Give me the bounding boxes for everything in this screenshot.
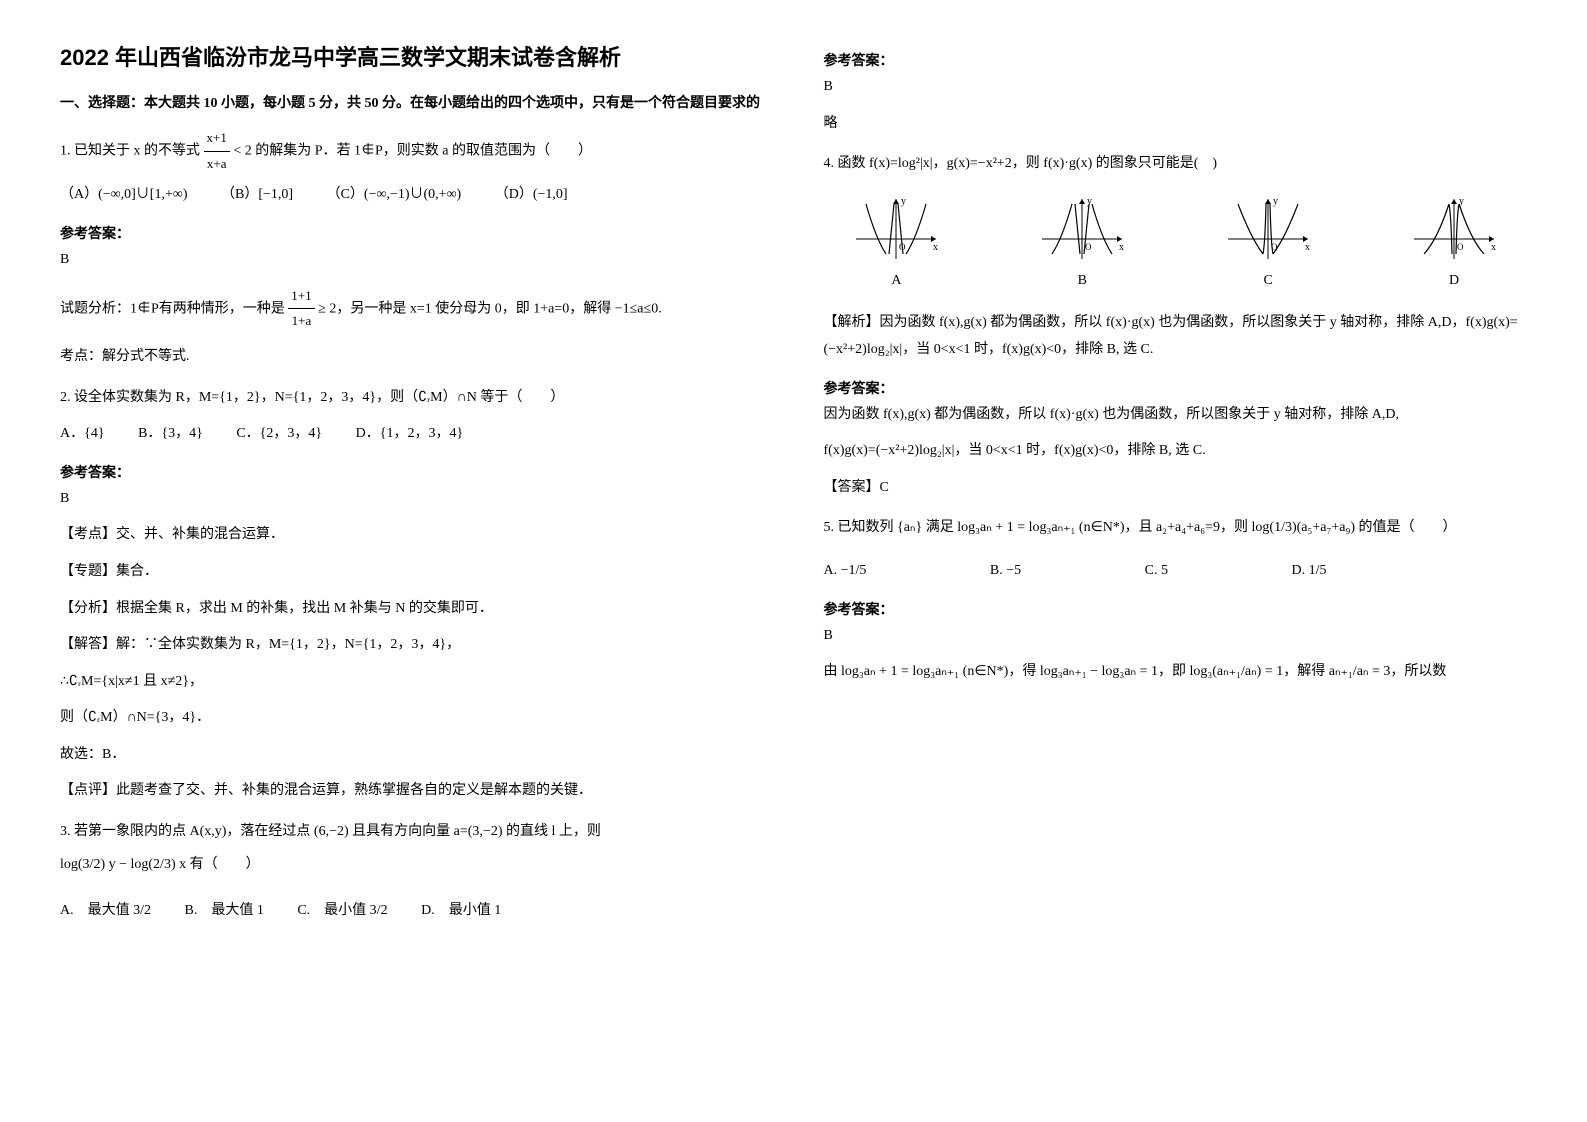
question-2: 2. 设全体实数集为 R，M={1，2}，N={1，2，3，4}，则（∁ᵣM）∩… xyxy=(60,385,764,448)
svg-text:y: y xyxy=(1273,196,1278,207)
q1-analysis: 试题分析：1∉P有两种情形，一种是 1+1 1+a ≥ 2，另一种是 x=1 使… xyxy=(60,284,764,334)
svg-text:x: x xyxy=(1305,242,1310,253)
q5-opt-d: D. 1/5 xyxy=(1291,558,1326,585)
q4-chart-a-label: A xyxy=(851,268,941,295)
q2-l1: 【考点】交、并、补集的混合运算． xyxy=(60,522,764,549)
q2-l4: 【解答】解：∵全体实数集为 R，M={1，2}，N={1，2，3，4}， xyxy=(60,632,764,659)
q3-stem-a: 3. 若第一象限内的点 A(x,y)，落在经过点 (6,−2) 且具有方向向量 … xyxy=(60,819,764,846)
q1-point: 考点：解分式不等式. xyxy=(60,344,764,371)
q5-sol: 由 log₃aₙ + 1 = log₃aₙ₊₁ (n∈N*)，得 log₃aₙ₊… xyxy=(824,659,1528,686)
q2-l2: 【专题】集合． xyxy=(60,559,764,586)
q1-opt-b: （B）[−1,0] xyxy=(221,182,293,209)
q4-answer-label: 参考答案： xyxy=(824,378,1528,398)
q2-answer: B xyxy=(60,486,764,513)
q2-l3: 【分析】根据全集 R，求出 M 的补集，找出 M 补集与 N 的交集即可． xyxy=(60,596,764,623)
q3-answer: B xyxy=(824,74,1528,101)
q4-charts: x y O A x xyxy=(824,194,1528,295)
q4-ans-body1: 因为函数 f(x),g(x) 都为偶函数，所以 f(x)·g(x) 也为偶函数，… xyxy=(824,402,1528,429)
page-title: 2022 年山西省临汾市龙马中学高三数学文期末试卷含解析 xyxy=(60,40,764,72)
svg-text:y: y xyxy=(1087,196,1092,207)
q2-answer-label: 参考答案： xyxy=(60,462,764,482)
question-3: 3. 若第一象限内的点 A(x,y)，落在经过点 (6,−2) 且具有方向向量 … xyxy=(60,819,764,925)
q4-chart-c: x y O C xyxy=(1223,194,1313,295)
q1-analysis-b: ≥ 2，另一种是 x=1 使分母为 0，即 1+a=0，解得 −1≤a≤0. xyxy=(318,301,662,316)
q2-opt-b: B．{3，4} xyxy=(138,421,203,448)
q2-opt-a: A．{4} xyxy=(60,421,105,448)
q4-chart-d-label: D xyxy=(1409,268,1499,295)
q5-opt-a: A. −1/5 xyxy=(824,558,867,585)
q2-l5: ∴∁ᵣM={x|x≠1 且 x≠2}， xyxy=(60,669,764,696)
q1-opt-d: （D）(−1,0] xyxy=(495,182,568,209)
q5-opt-c: C. 5 xyxy=(1145,558,1168,585)
q1-frac-den: x+a xyxy=(204,152,230,177)
q5-stem-b: log(1/3)(a₅+a₇+a₉) 的值是（ ） xyxy=(1252,520,1457,535)
q3-opt-b: B. 最大值 1 xyxy=(185,898,264,925)
q1-an-frac-den: 1+a xyxy=(288,309,314,334)
q4-ans-final: 【答案】C xyxy=(824,475,1528,502)
q4-chart-d: x y O D xyxy=(1409,194,1499,295)
q3-answer-label: 参考答案： xyxy=(824,50,1528,70)
svg-text:y: y xyxy=(901,196,906,207)
q3-opt-d: D. 最小值 1 xyxy=(421,898,501,925)
q3-opt-c: C. 最小值 3/2 xyxy=(297,898,387,925)
q4-chart-a: x y O A xyxy=(851,194,941,295)
svg-text:O: O xyxy=(1085,242,1092,252)
q1-an-frac-num: 1+1 xyxy=(288,284,314,310)
q2-stem: 2. 设全体实数集为 R，M={1，2}，N={1，2，3，4}，则（∁ᵣM）∩… xyxy=(60,385,764,412)
q3-expr: log(3/2) y − log(2/3) x 有（ ） xyxy=(60,852,764,879)
q2-l8: 【点评】此题考查了交、并、补集的混合运算，熟练掌握各自的定义是解本题的关键． xyxy=(60,778,764,805)
svg-text:O: O xyxy=(1457,242,1464,252)
q2-l7: 故选：B． xyxy=(60,742,764,769)
q5-answer-label: 参考答案： xyxy=(824,599,1528,619)
q5-answer: B xyxy=(824,623,1528,650)
question-4: 4. 函数 f(x)=log²|x|，g(x)=−x²+2，则 f(x)·g(x… xyxy=(824,151,1528,363)
q5-stem-a: 5. 已知数列 {aₙ} 满足 log₃aₙ + 1 = log₃aₙ₊₁ (n… xyxy=(824,520,1252,535)
q1-opt-a: （A）(−∞,0]∪[1,+∞) xyxy=(60,182,188,209)
q1-answer: B xyxy=(60,247,764,274)
question-5: 5. 已知数列 {aₙ} 满足 log₃aₙ + 1 = log₃aₙ₊₁ (n… xyxy=(824,515,1528,584)
q4-analysis: 【解析】因为函数 f(x),g(x) 都为偶函数，所以 f(x)·g(x) 也为… xyxy=(824,310,1528,363)
q2-opt-c: C．{2，3，4} xyxy=(236,421,322,448)
q5-opt-b: B. −5 xyxy=(990,558,1021,585)
q4-chart-b-label: B xyxy=(1037,268,1127,295)
q1-frac-num: x+1 xyxy=(204,126,230,152)
question-1: 1. 已知关于 x 的不等式 x+1 x+a < 2 的解集为 P．若 1∉P，… xyxy=(60,126,764,209)
q3-opt-a: A. 最大值 3/2 xyxy=(60,898,151,925)
q1-opt-c: （C）(−∞,−1)∪(0,+∞) xyxy=(327,182,462,209)
q1-analysis-a: 试题分析：1∉P有两种情形，一种是 xyxy=(60,301,288,316)
q2-opt-d: D．{1，2，3，4} xyxy=(356,421,464,448)
q4-stem: 4. 函数 f(x)=log²|x|，g(x)=−x²+2，则 f(x)·g(x… xyxy=(824,151,1528,178)
q3-extra: 略 xyxy=(824,111,1528,138)
svg-text:x: x xyxy=(1119,242,1124,253)
q1-stem-b: < 2 的解集为 P．若 1∉P，则实数 a 的取值范围为（ ） xyxy=(233,143,592,158)
svg-text:x: x xyxy=(1491,242,1496,253)
q2-l6: 则（∁ᵣM）∩N={3，4}． xyxy=(60,705,764,732)
section-heading: 一、选择题：本大题共 10 小题，每小题 5 分，共 50 分。在每小题给出的四… xyxy=(60,92,764,112)
q1-frac: x+1 x+a xyxy=(204,126,230,176)
q1-stem-a: 1. 已知关于 x 的不等式 xyxy=(60,143,204,158)
q4-chart-c-label: C xyxy=(1223,268,1313,295)
q4-chart-b: x y O B xyxy=(1037,194,1127,295)
q4-ans-body2: f(x)g(x)=(−x²+2)log₂|x|，当 0<x<1 时，f(x)g(… xyxy=(824,438,1528,465)
q1-analysis-frac: 1+1 1+a xyxy=(288,284,314,334)
q1-answer-label: 参考答案： xyxy=(60,223,764,243)
svg-text:x: x xyxy=(933,242,938,253)
